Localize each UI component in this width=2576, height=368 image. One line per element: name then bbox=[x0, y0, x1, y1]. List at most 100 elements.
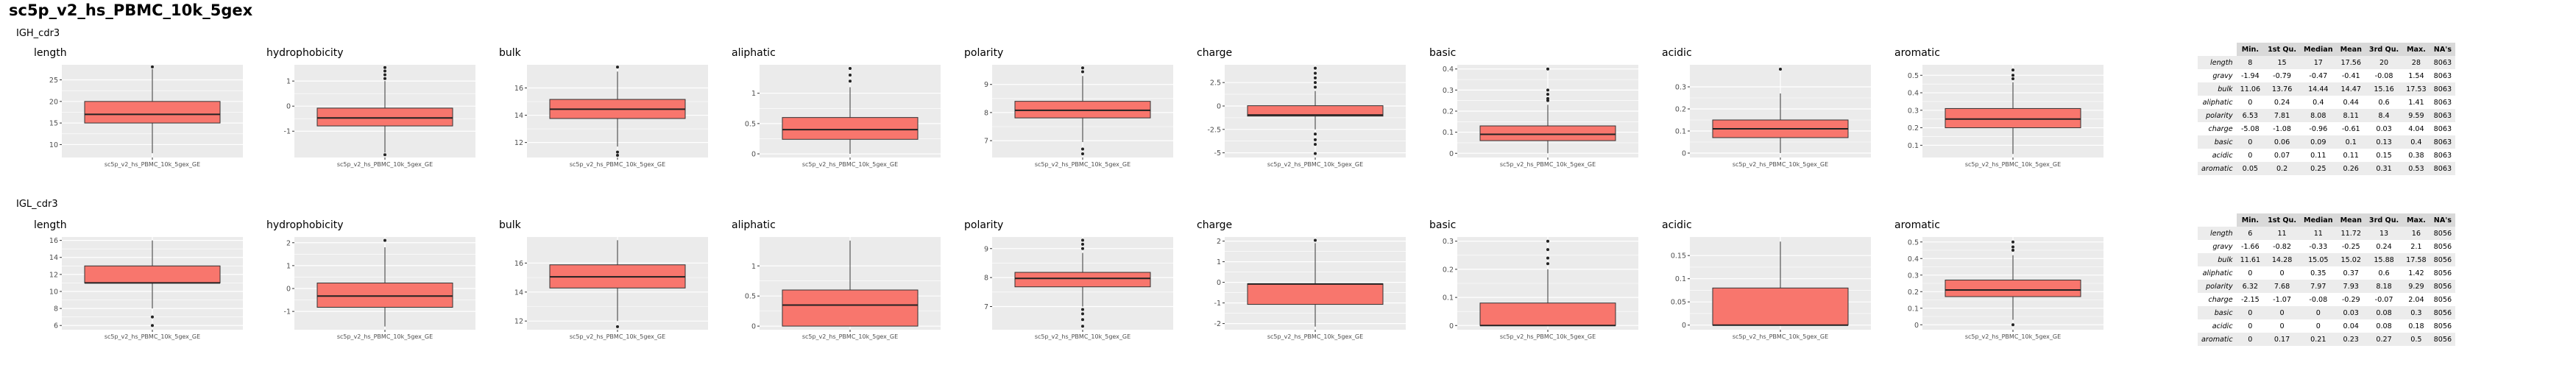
stats-row-label: length bbox=[2198, 56, 2237, 69]
boxplot-svg: 0 0.5 1 sc5p_v2_hs_PBMC_10k_5gex_GE bbox=[745, 237, 941, 340]
chart-title: hydrophobicity bbox=[266, 219, 344, 231]
stats-row: basic 0 0 0 0.03 0.08 0.3 8056 bbox=[2198, 306, 2456, 319]
y-tick-label: 14 bbox=[514, 112, 523, 120]
outlier-point bbox=[2011, 68, 2014, 72]
boxplot-svg: 0 0.5 1 sc5p_v2_hs_PBMC_10k_5gex_GE bbox=[745, 65, 941, 168]
x-tick-label: sc5p_v2_hs_PBMC_10k_5gex_GE bbox=[1035, 333, 1130, 340]
stats-column-header bbox=[2198, 43, 2237, 56]
outlier-point bbox=[1314, 66, 1317, 70]
y-tick-label: 0 bbox=[286, 286, 291, 294]
stats-cell: 8063 bbox=[2433, 71, 2452, 80]
stats-cell: 8063 bbox=[2433, 151, 2452, 160]
boxplot-panel-acidic: acidic 0 0.05 0.1 0.15 sc5p_v2_hs_PBMC_10k_5g… bbox=[1662, 219, 1875, 359]
stats-cell: 8063 bbox=[2430, 56, 2456, 69]
boxplot-svg: 0 0.1 0.2 0.3 sc5p_v2_hs_PBMC_10k_5gex_GE bbox=[1675, 65, 1871, 168]
x-tick-label: sc5p_v2_hs_PBMC_10k_5gex_GE bbox=[1500, 333, 1596, 340]
iqr-box bbox=[1479, 125, 1616, 141]
stats-cell: 11 bbox=[2264, 227, 2301, 240]
stats-cell: -5.08 bbox=[2240, 124, 2260, 133]
y-tick-label: 2 bbox=[1217, 238, 1221, 246]
boxplot-panel-basic: basic 0 0.1 0.2 0.3 0.4 sc5p_v2_hs_PBMC_10k_5g… bbox=[1429, 47, 1643, 187]
x-tick-label: sc5p_v2_hs_PBMC_10k_5gex_GE bbox=[570, 161, 665, 168]
stats-column-header: Min. bbox=[2236, 213, 2265, 227]
y-tick-label: 0.1 bbox=[1443, 294, 1454, 302]
y-tick-label: 0.3 bbox=[1675, 84, 1686, 92]
outlier-point bbox=[151, 315, 154, 319]
y-tick-label: 16 bbox=[514, 85, 523, 93]
stats-cell: 8056 bbox=[2430, 253, 2456, 266]
y-tick-label: 0.2 bbox=[1908, 289, 1919, 297]
stats-cell: 8056 bbox=[2433, 242, 2452, 251]
y-tick-label: 0.15 bbox=[1671, 252, 1686, 261]
chart-title: aromatic bbox=[1894, 219, 1940, 231]
stats-cell: 0.2 bbox=[2264, 162, 2301, 175]
x-tick-label: sc5p_v2_hs_PBMC_10k_5gex_GE bbox=[1267, 161, 1363, 168]
y-tick-label: 10 bbox=[49, 288, 58, 296]
stats-header-row: Min. 1st Qu. Median Mean 3rd Qu. Max. NA's bbox=[2198, 213, 2456, 227]
boxplot-panel-bulk: bulk 12 14 16 sc5p_v2_hs_PBMC_10k_5gex_GE bbox=[499, 47, 712, 187]
stats-cell: -0.96 bbox=[2309, 124, 2328, 133]
outlier-point bbox=[1314, 85, 1317, 89]
stats-cell: 15.05 bbox=[2300, 253, 2337, 266]
stats-cell: 0.17 bbox=[2264, 333, 2301, 346]
stats-cell: 15 bbox=[2264, 56, 2301, 69]
boxplot-svg: 0 0.1 0.2 0.3 0.4 0.5 sc5p_v2_hs_PBMC_10k_5gex… bbox=[1908, 237, 2103, 340]
stats-cell: 0.1 bbox=[2336, 135, 2366, 149]
stats-cell: 8.4 bbox=[2365, 109, 2403, 122]
y-tick-label: 1 bbox=[1217, 258, 1221, 266]
y-tick-label: 7 bbox=[984, 303, 988, 311]
stats-cell: 8063 bbox=[2433, 98, 2452, 107]
boxplot-svg: -5 -2.5 0 2.5 sc5p_v2_hs_PBMC_10k_5gex_GE bbox=[1207, 65, 1406, 168]
boxplot-svg: 0 0.05 0.1 0.15 sc5p_v2_hs_PBMC_10k_5gex_GE bbox=[1671, 237, 1871, 340]
x-tick-label: sc5p_v2_hs_PBMC_10k_5gex_GE bbox=[1500, 161, 1596, 168]
stats-row-label: basic bbox=[2198, 135, 2237, 149]
boxplot-panel-charge: charge -5 -2.5 0 2.5 sc5p_v2_hs_PBMC_10k_5gex… bbox=[1197, 47, 1410, 187]
stats-cell: 14.28 bbox=[2264, 253, 2301, 266]
stats-cell: 0.07 bbox=[2274, 151, 2290, 160]
stats-header-row: Min. 1st Qu. Median Mean 3rd Qu. Max. NA's bbox=[2198, 43, 2456, 56]
iqr-box bbox=[1945, 107, 2081, 129]
stats-cell: 8056 bbox=[2433, 269, 2452, 277]
stats-row: bulk 11.06 13.76 14.44 14.47 15.16 17.53 8063 bbox=[2198, 82, 2456, 96]
stats-cell: 0.23 bbox=[2336, 333, 2366, 346]
boxplot-svg: 12 14 16 sc5p_v2_hs_PBMC_10k_5gex_GE bbox=[514, 237, 708, 340]
stats-row: polarity 6.53 7.81 8.08 8.11 8.4 9.59 8063 bbox=[2198, 109, 2456, 122]
y-tick-label: 8 bbox=[984, 109, 988, 117]
stats-cell: 0.4 bbox=[2402, 135, 2430, 149]
iqr-box bbox=[1014, 272, 1151, 288]
stats-row: acidic 0 0 0 0.04 0.08 0.18 8056 bbox=[2198, 319, 2455, 333]
chart-title: length bbox=[34, 219, 67, 231]
stats-cell: 17 bbox=[2300, 56, 2337, 69]
y-tick-label: 8 bbox=[984, 275, 988, 283]
stats-column-header: Mean bbox=[2336, 213, 2366, 227]
stats-cell: 0 bbox=[2300, 306, 2337, 319]
boxplot-svg: 0 0.1 0.2 0.3 sc5p_v2_hs_PBMC_10k_5gex_GE bbox=[1443, 237, 1638, 340]
boxplot-panel-charge: charge -2 -1 0 1 2 sc5p_v2_hs_PBMC_10k_5gex_GE bbox=[1197, 219, 1410, 359]
stats-cell: 8063 bbox=[2433, 124, 2452, 133]
stats-cell: 8063 bbox=[2430, 135, 2456, 149]
y-tick-label: 9 bbox=[984, 245, 988, 253]
y-tick-label: 6 bbox=[54, 322, 58, 330]
y-tick-label: -2.5 bbox=[1207, 126, 1221, 134]
stats-column-header: Median bbox=[2300, 43, 2337, 56]
stats-row-label: aliphatic bbox=[2202, 269, 2233, 277]
stats-row: acidic 0 0.07 0.11 0.11 0.15 0.38 8063 bbox=[2198, 149, 2455, 162]
x-tick-label: sc5p_v2_hs_PBMC_10k_5gex_GE bbox=[1733, 161, 1828, 168]
chart-title: charge bbox=[1197, 219, 1233, 231]
stats-row-label: bulk bbox=[2198, 253, 2237, 266]
stats-column-header: 1st Qu. bbox=[2264, 43, 2301, 56]
stats-cell: 8056 bbox=[2433, 295, 2452, 304]
stats-cell: 6.32 bbox=[2236, 280, 2265, 293]
stats-row: aliphatic 0 0 0.35 0.37 0.6 1.42 8056 bbox=[2198, 266, 2455, 280]
stats-cell: 17.56 bbox=[2336, 56, 2366, 69]
chart-title: aromatic bbox=[1894, 47, 1940, 59]
y-tick-label: 12 bbox=[49, 271, 58, 279]
outlier-point bbox=[1314, 152, 1317, 155]
stats-cell: 11.06 bbox=[2236, 82, 2265, 96]
y-tick-label: -1 bbox=[1214, 300, 1221, 308]
stats-cell: 0.4 bbox=[2313, 98, 2324, 107]
outlier-point bbox=[1546, 239, 1549, 243]
outlier-point bbox=[1546, 88, 1549, 92]
boxplot-panel-acidic: acidic 0 0.1 0.2 0.3 sc5p_v2_hs_PBMC_10k_5gex… bbox=[1662, 47, 1875, 187]
stats-row: length 6 11 11 11.72 13 16 8056 bbox=[2198, 227, 2456, 240]
